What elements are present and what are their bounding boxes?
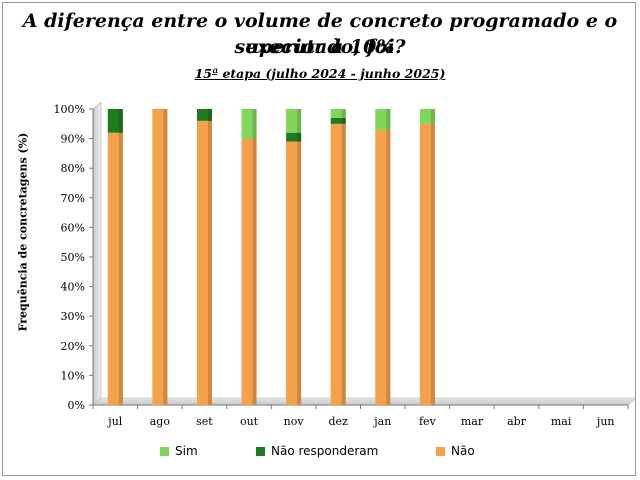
y-tick-label: 60% bbox=[61, 221, 85, 234]
legend-item: Sim bbox=[160, 444, 198, 458]
y-tick-label: 70% bbox=[61, 192, 85, 205]
bar-segment-shade bbox=[163, 109, 168, 405]
bar-segment-shade bbox=[297, 109, 302, 133]
chart-side-wall bbox=[92, 101, 102, 406]
y-tick-label: 40% bbox=[61, 281, 85, 294]
bar-segment-shade bbox=[341, 117, 346, 124]
y-tick-label: 90% bbox=[61, 133, 85, 146]
x-tick-label: fev bbox=[419, 415, 437, 428]
y-tick-label: 30% bbox=[61, 310, 85, 323]
legend-label: Sim bbox=[175, 444, 198, 458]
y-tick-label: 80% bbox=[61, 162, 85, 175]
bar-segment-n-o-responderam-set bbox=[196, 109, 212, 121]
bar-segment-shade bbox=[341, 123, 346, 406]
legend-swatch bbox=[256, 446, 265, 456]
x-tick-label: jul bbox=[106, 415, 122, 428]
x-tick-label: abr bbox=[507, 415, 527, 428]
x-tick-label: out bbox=[240, 415, 259, 428]
x-tick-label: jan bbox=[372, 415, 391, 428]
bar-segment-shade bbox=[207, 120, 212, 405]
bar-segment-shade bbox=[430, 109, 435, 124]
legend-item: Não bbox=[436, 444, 475, 458]
y-tick-label: 0% bbox=[68, 399, 85, 412]
x-tick-label: nov bbox=[284, 415, 305, 428]
chart-floor bbox=[92, 397, 637, 406]
x-tick-label: ago bbox=[150, 415, 171, 428]
x-tick-label: mai bbox=[551, 415, 572, 428]
chart-legend: Sim Não responderam Não bbox=[0, 444, 640, 462]
bar-segment-sim-dez bbox=[330, 109, 346, 118]
y-tick-label: 100% bbox=[54, 103, 85, 116]
bar-segment-shade bbox=[297, 141, 302, 405]
bar-segment-shade bbox=[341, 109, 346, 118]
bar-segment-shade bbox=[297, 132, 302, 142]
legend-label: Não bbox=[451, 444, 475, 458]
chart-title-line2: superior à 10%? bbox=[234, 36, 406, 58]
y-tick-label: 20% bbox=[61, 340, 85, 353]
chart-frame bbox=[2, 2, 636, 476]
legend-label: Não responderam bbox=[271, 444, 379, 458]
bar-segment-n-o-responderam-nov bbox=[286, 132, 302, 142]
chart-title-line1: A diferença entre o volume de concreto p… bbox=[22, 10, 618, 58]
x-tick-label: dez bbox=[329, 415, 349, 428]
legend-swatch bbox=[436, 446, 445, 456]
x-tick-label: set bbox=[196, 415, 213, 428]
y-tick-label: 10% bbox=[61, 369, 85, 382]
legend-item: Não responderam bbox=[256, 444, 378, 458]
bar-segment-shade bbox=[386, 129, 391, 405]
legend-swatch bbox=[160, 446, 169, 456]
bar-segment-shade bbox=[252, 109, 257, 139]
bar-segment-shade bbox=[386, 109, 391, 130]
bar-segment-shade bbox=[252, 138, 257, 405]
y-tick-label: 50% bbox=[61, 251, 85, 264]
x-tick-label: jun bbox=[595, 415, 615, 428]
bar-segment-shade bbox=[118, 132, 123, 405]
x-tick-label: mar bbox=[461, 415, 484, 428]
bar-segment-n-o-responderam-dez bbox=[330, 117, 346, 124]
bar-segment-shade bbox=[118, 109, 123, 133]
bar-segment-shade bbox=[207, 109, 212, 121]
chart-subtitle: 15ª etapa (julho 2024 - junho 2025) bbox=[194, 66, 446, 81]
bar-segment-shade bbox=[430, 123, 435, 406]
